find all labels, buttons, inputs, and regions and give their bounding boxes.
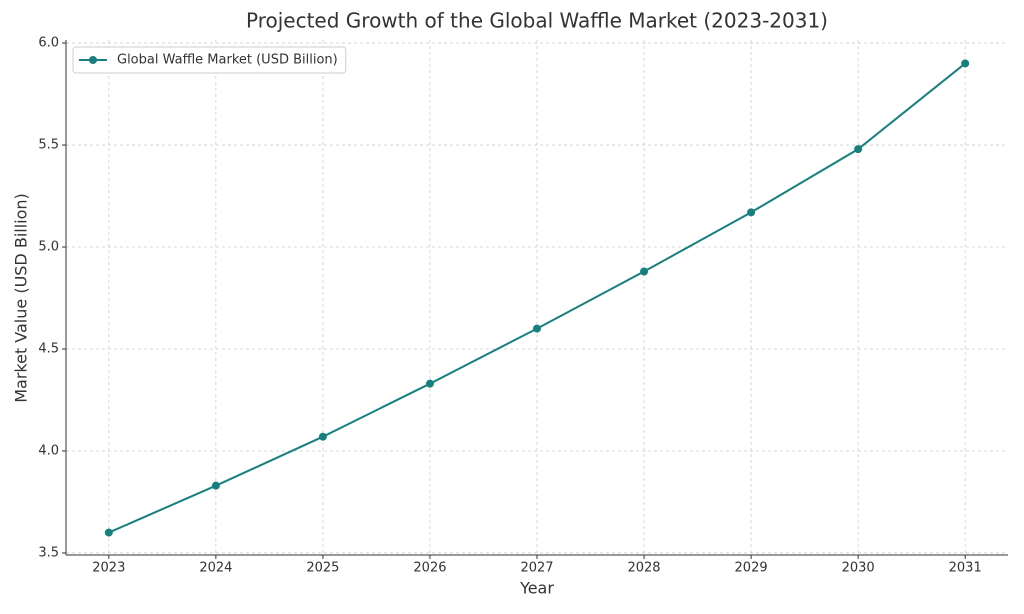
chart-title: Projected Growth of the Global Waffle Ma… xyxy=(246,9,828,33)
x-tick-label: 2029 xyxy=(735,561,768,576)
x-tick-label: 2027 xyxy=(520,561,553,576)
x-tick-label: 2030 xyxy=(842,561,875,576)
point xyxy=(854,145,863,154)
y-axis-label: Market Value (USD Billion) xyxy=(12,193,31,403)
point xyxy=(425,379,434,388)
y-tick-label: 5.5 xyxy=(38,138,59,153)
point xyxy=(104,528,113,537)
y-tick-label: 5.0 xyxy=(38,240,59,255)
y-tick-label: 4.5 xyxy=(38,342,59,357)
legend-marker xyxy=(89,56,97,64)
y-tick-label: 3.5 xyxy=(38,545,59,560)
legend-box xyxy=(72,46,347,74)
x-tick-label: 2028 xyxy=(627,561,660,576)
legend: Global Waffle Market (USD Billion) xyxy=(72,46,347,74)
y-tick-label: 4.0 xyxy=(38,443,59,458)
point xyxy=(747,208,756,217)
x-tick-label: 2025 xyxy=(306,561,339,576)
x-tick-label: 2024 xyxy=(199,561,232,576)
point xyxy=(318,432,327,441)
point xyxy=(961,59,970,68)
x-tick-label: 2023 xyxy=(92,561,125,576)
x-axis-label: Year xyxy=(519,579,554,598)
y-tick-label: 6.0 xyxy=(38,36,59,51)
x-tick-label: 2026 xyxy=(413,561,446,576)
point xyxy=(533,324,541,333)
x-tick-label: 2031 xyxy=(949,561,982,576)
point xyxy=(211,481,220,490)
point xyxy=(640,267,649,276)
legend-label: Global Waffle Market (USD Billion) xyxy=(117,53,338,68)
